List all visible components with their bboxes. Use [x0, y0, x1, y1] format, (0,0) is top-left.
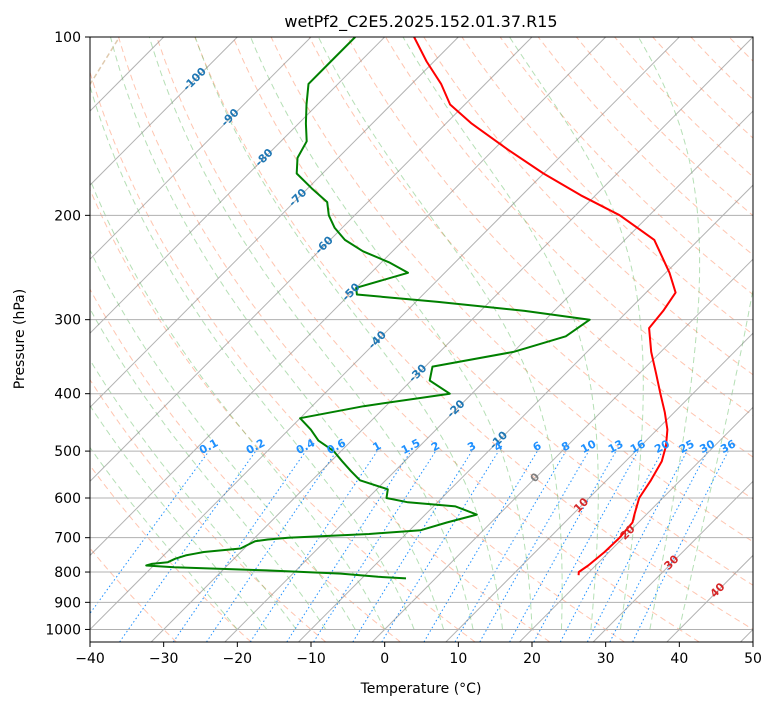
moist-adiabat	[637, 37, 701, 630]
isotherm-line	[371, 258, 753, 642]
y-tick-label: 200	[54, 208, 81, 224]
mixing-ratio-line	[559, 450, 663, 642]
plot-area	[90, 37, 753, 642]
isotherm-line	[90, 37, 533, 483]
mixing-ratio-line	[172, 450, 307, 642]
dry-adiabat	[90, 378, 327, 642]
y-tick-label: 900	[54, 595, 81, 611]
moist-adiabat	[90, 249, 356, 630]
mixing-ratio-label: 25	[677, 437, 697, 456]
isotherm-line	[298, 184, 753, 642]
y-tick-label: 800	[54, 565, 81, 581]
x-tick-label: 50	[744, 651, 762, 667]
moist-adiabat	[148, 37, 474, 630]
mixing-ratio-line	[286, 450, 412, 642]
temperature-profile	[413, 37, 677, 576]
moist-adiabat	[317, 37, 563, 630]
mixing-ratio-label: 20	[652, 437, 672, 456]
dry-adiabat	[461, 37, 753, 335]
moist-adiabat	[250, 37, 533, 630]
isotherm-line	[150, 37, 753, 642]
mixing-ratio-line	[206, 450, 338, 642]
dry-adiabat	[90, 70, 551, 642]
isotherm-line	[90, 37, 386, 334]
moist-adiabat	[90, 404, 268, 630]
mixing-ratio-line	[509, 450, 617, 642]
mixing-ratio-label: 16	[628, 437, 648, 456]
x-tick-label: 40	[670, 651, 688, 667]
isotherm-line	[519, 406, 753, 642]
x-tick-label: −40	[75, 651, 105, 667]
mixing-ratio-line	[381, 450, 500, 642]
y-tick-label: 1000	[45, 622, 81, 638]
isotherm-line	[592, 480, 753, 642]
y-tick-label: 300	[54, 313, 81, 329]
moist-adiabat	[90, 84, 415, 630]
dry-adiabat	[308, 37, 753, 500]
x-tick-label: −30	[149, 651, 179, 667]
x-axis-label: Temperature (°C)	[360, 681, 482, 697]
dry-adiabat	[232, 37, 753, 586]
y-tick-label: 500	[54, 444, 81, 460]
moist-adiabat	[90, 358, 297, 630]
isotherm-line	[445, 332, 753, 642]
mixing-ratio-label: 13	[606, 437, 626, 456]
plot-frame	[89, 36, 754, 643]
y-tick-label: 400	[54, 387, 81, 403]
isotherm-line	[90, 37, 607, 557]
mixing-ratio-label: 10	[579, 437, 599, 456]
moist-adiabat	[90, 307, 327, 630]
isotherm-line	[90, 37, 238, 186]
x-tick-label: 10	[449, 651, 467, 667]
x-tick-label: 0	[380, 651, 389, 667]
dry-adiabat	[90, 464, 252, 642]
dry-adiabat	[156, 37, 700, 642]
isotherm-line	[224, 110, 753, 642]
x-tick-label: 20	[523, 651, 541, 667]
dry-adiabat	[499, 37, 753, 296]
x-tick-label: −10	[296, 651, 326, 667]
mixing-ratio-line	[632, 450, 729, 642]
isotherm-line	[90, 37, 680, 631]
mixing-ratio-line	[533, 450, 639, 642]
moist-adiabat	[90, 446, 238, 630]
dewpoint-profile	[145, 37, 591, 580]
moist-adiabat	[509, 37, 644, 630]
moist-adiabat	[678, 286, 753, 630]
dry-adiabat	[423, 37, 753, 376]
mixing-ratio-line	[313, 450, 437, 642]
y-axis-label: Pressure (hPa)	[12, 289, 28, 389]
mixing-ratio-line	[90, 450, 210, 615]
dry-adiabat	[270, 37, 753, 543]
y-tick-label: 100	[54, 30, 81, 46]
moist-adiabat	[402, 37, 599, 630]
mixing-ratio-line	[609, 450, 708, 642]
mixing-ratio-label: 36	[718, 437, 738, 456]
moist-adiabat	[194, 37, 503, 630]
moist-adiabat	[110, 37, 445, 630]
dry-adiabat	[118, 37, 625, 642]
axes: −40 −30 −20 −10 0 10 20 30 40 50 1000 900 800 700 600 5…	[45, 30, 762, 667]
mixing-ratio-line	[249, 450, 378, 642]
x-tick-label: 30	[597, 651, 615, 667]
chart-title: wetPf2_C2E5.2025.152.01.37.R15	[284, 12, 557, 32]
x-tick-label: −20	[223, 651, 253, 667]
mixing-ratio-label: 30	[697, 437, 717, 456]
y-tick-label: 600	[54, 491, 81, 507]
y-tick-label: 700	[54, 531, 81, 547]
dry-adiabat	[194, 37, 753, 630]
isotherm-line	[90, 37, 459, 408]
isotherm-line	[90, 37, 312, 260]
